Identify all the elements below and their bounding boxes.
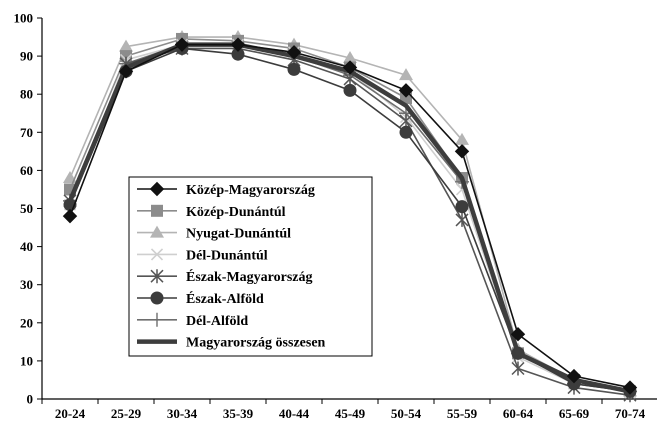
legend-label: Észak-Magyarország xyxy=(186,268,313,285)
data-point xyxy=(119,39,133,52)
x-tick-label: 55-59 xyxy=(447,406,478,421)
legend-item: Közép-Dunántúl xyxy=(137,204,286,220)
data-point xyxy=(62,208,78,224)
data-point xyxy=(566,368,582,384)
x-tick-label: 50-54 xyxy=(391,406,422,421)
y-tick-label: 80 xyxy=(20,87,33,102)
legend-label: Észak-Alföld xyxy=(186,290,264,307)
data-point xyxy=(398,83,414,98)
data-point xyxy=(231,47,245,61)
y-tick-label: 10 xyxy=(20,353,33,368)
x-tick-label: 35-39 xyxy=(223,406,254,421)
legend-item: Közép-Magyarország xyxy=(137,181,315,198)
legend-item: Észak-Magyarország xyxy=(137,268,313,285)
chart-axes: 0 10 20 30 40 50 60 70 80 90 100 20-24 25-29 30-34 35-… xyxy=(14,11,657,421)
legend-marker xyxy=(150,225,164,238)
data-point xyxy=(399,113,413,128)
data-point xyxy=(510,327,526,342)
data-point xyxy=(399,68,413,81)
x-tick-label: 25-29 xyxy=(111,406,142,421)
data-point xyxy=(455,200,469,214)
y-tick-label: 50 xyxy=(20,201,33,216)
x-tick-label: 65-69 xyxy=(559,406,590,421)
legend-marker xyxy=(150,269,164,284)
data-point xyxy=(454,144,470,159)
data-point xyxy=(399,125,413,139)
y-tick-label: 60 xyxy=(20,163,33,178)
legend-label: Nyugat-Dunántúl xyxy=(186,227,291,242)
chart-series xyxy=(62,30,638,403)
data-point xyxy=(174,37,190,52)
data-point xyxy=(287,62,301,76)
legend-marker xyxy=(150,291,164,305)
legend-label: Közép-Dunántúl xyxy=(186,205,286,220)
legend-item: Dél-Dunántúl xyxy=(137,248,268,263)
y-tick-label: 70 xyxy=(20,125,33,140)
legend-label: Dél-Dunántúl xyxy=(186,248,268,263)
legend-item: Nyugat-Dunántúl xyxy=(137,225,291,242)
y-tick-label: 100 xyxy=(14,11,34,26)
data-point xyxy=(342,60,358,75)
data-point xyxy=(343,83,357,97)
data-point xyxy=(400,92,412,105)
series-1 xyxy=(62,37,638,395)
data-point xyxy=(455,212,469,227)
x-tick-label: 60-64 xyxy=(503,406,534,421)
data-point xyxy=(455,132,469,145)
legend-label: Dél-Alföld xyxy=(186,314,248,329)
legend-item: Észak-Alföld xyxy=(137,290,264,307)
data-point xyxy=(230,37,246,52)
legend-label: Közép-Magyarország xyxy=(186,183,315,198)
y-tick-label: 0 xyxy=(27,392,34,407)
x-tick-label: 45-49 xyxy=(335,406,366,421)
legend-marker xyxy=(150,248,164,261)
y-tick-label: 30 xyxy=(20,277,33,292)
data-point xyxy=(511,361,525,376)
data-point xyxy=(118,64,134,79)
legend-marker xyxy=(150,312,164,327)
chart-legend: Közép-Magyarország Közép-Dunántúl Nyugat-D… xyxy=(128,176,373,357)
y-tick-label: 40 xyxy=(20,239,33,254)
legend-item: Magyarország összesen xyxy=(137,336,326,351)
legend-label: Magyarország összesen xyxy=(186,336,326,351)
x-tick-label: 30-34 xyxy=(167,406,198,421)
legend-marker xyxy=(149,181,165,197)
y-tick-label: 90 xyxy=(20,49,33,64)
data-point xyxy=(622,380,638,395)
x-tick-label: 70-74 xyxy=(615,406,646,421)
legend-marker xyxy=(151,204,163,217)
x-tick-label: 20-24 xyxy=(55,406,86,421)
legend-box xyxy=(128,176,373,357)
data-point xyxy=(343,51,357,64)
legend-item: Dél-Alföld xyxy=(137,312,248,329)
y-tick-label: 20 xyxy=(20,315,33,330)
data-point xyxy=(286,45,302,60)
x-tick-label: 40-44 xyxy=(279,406,310,421)
